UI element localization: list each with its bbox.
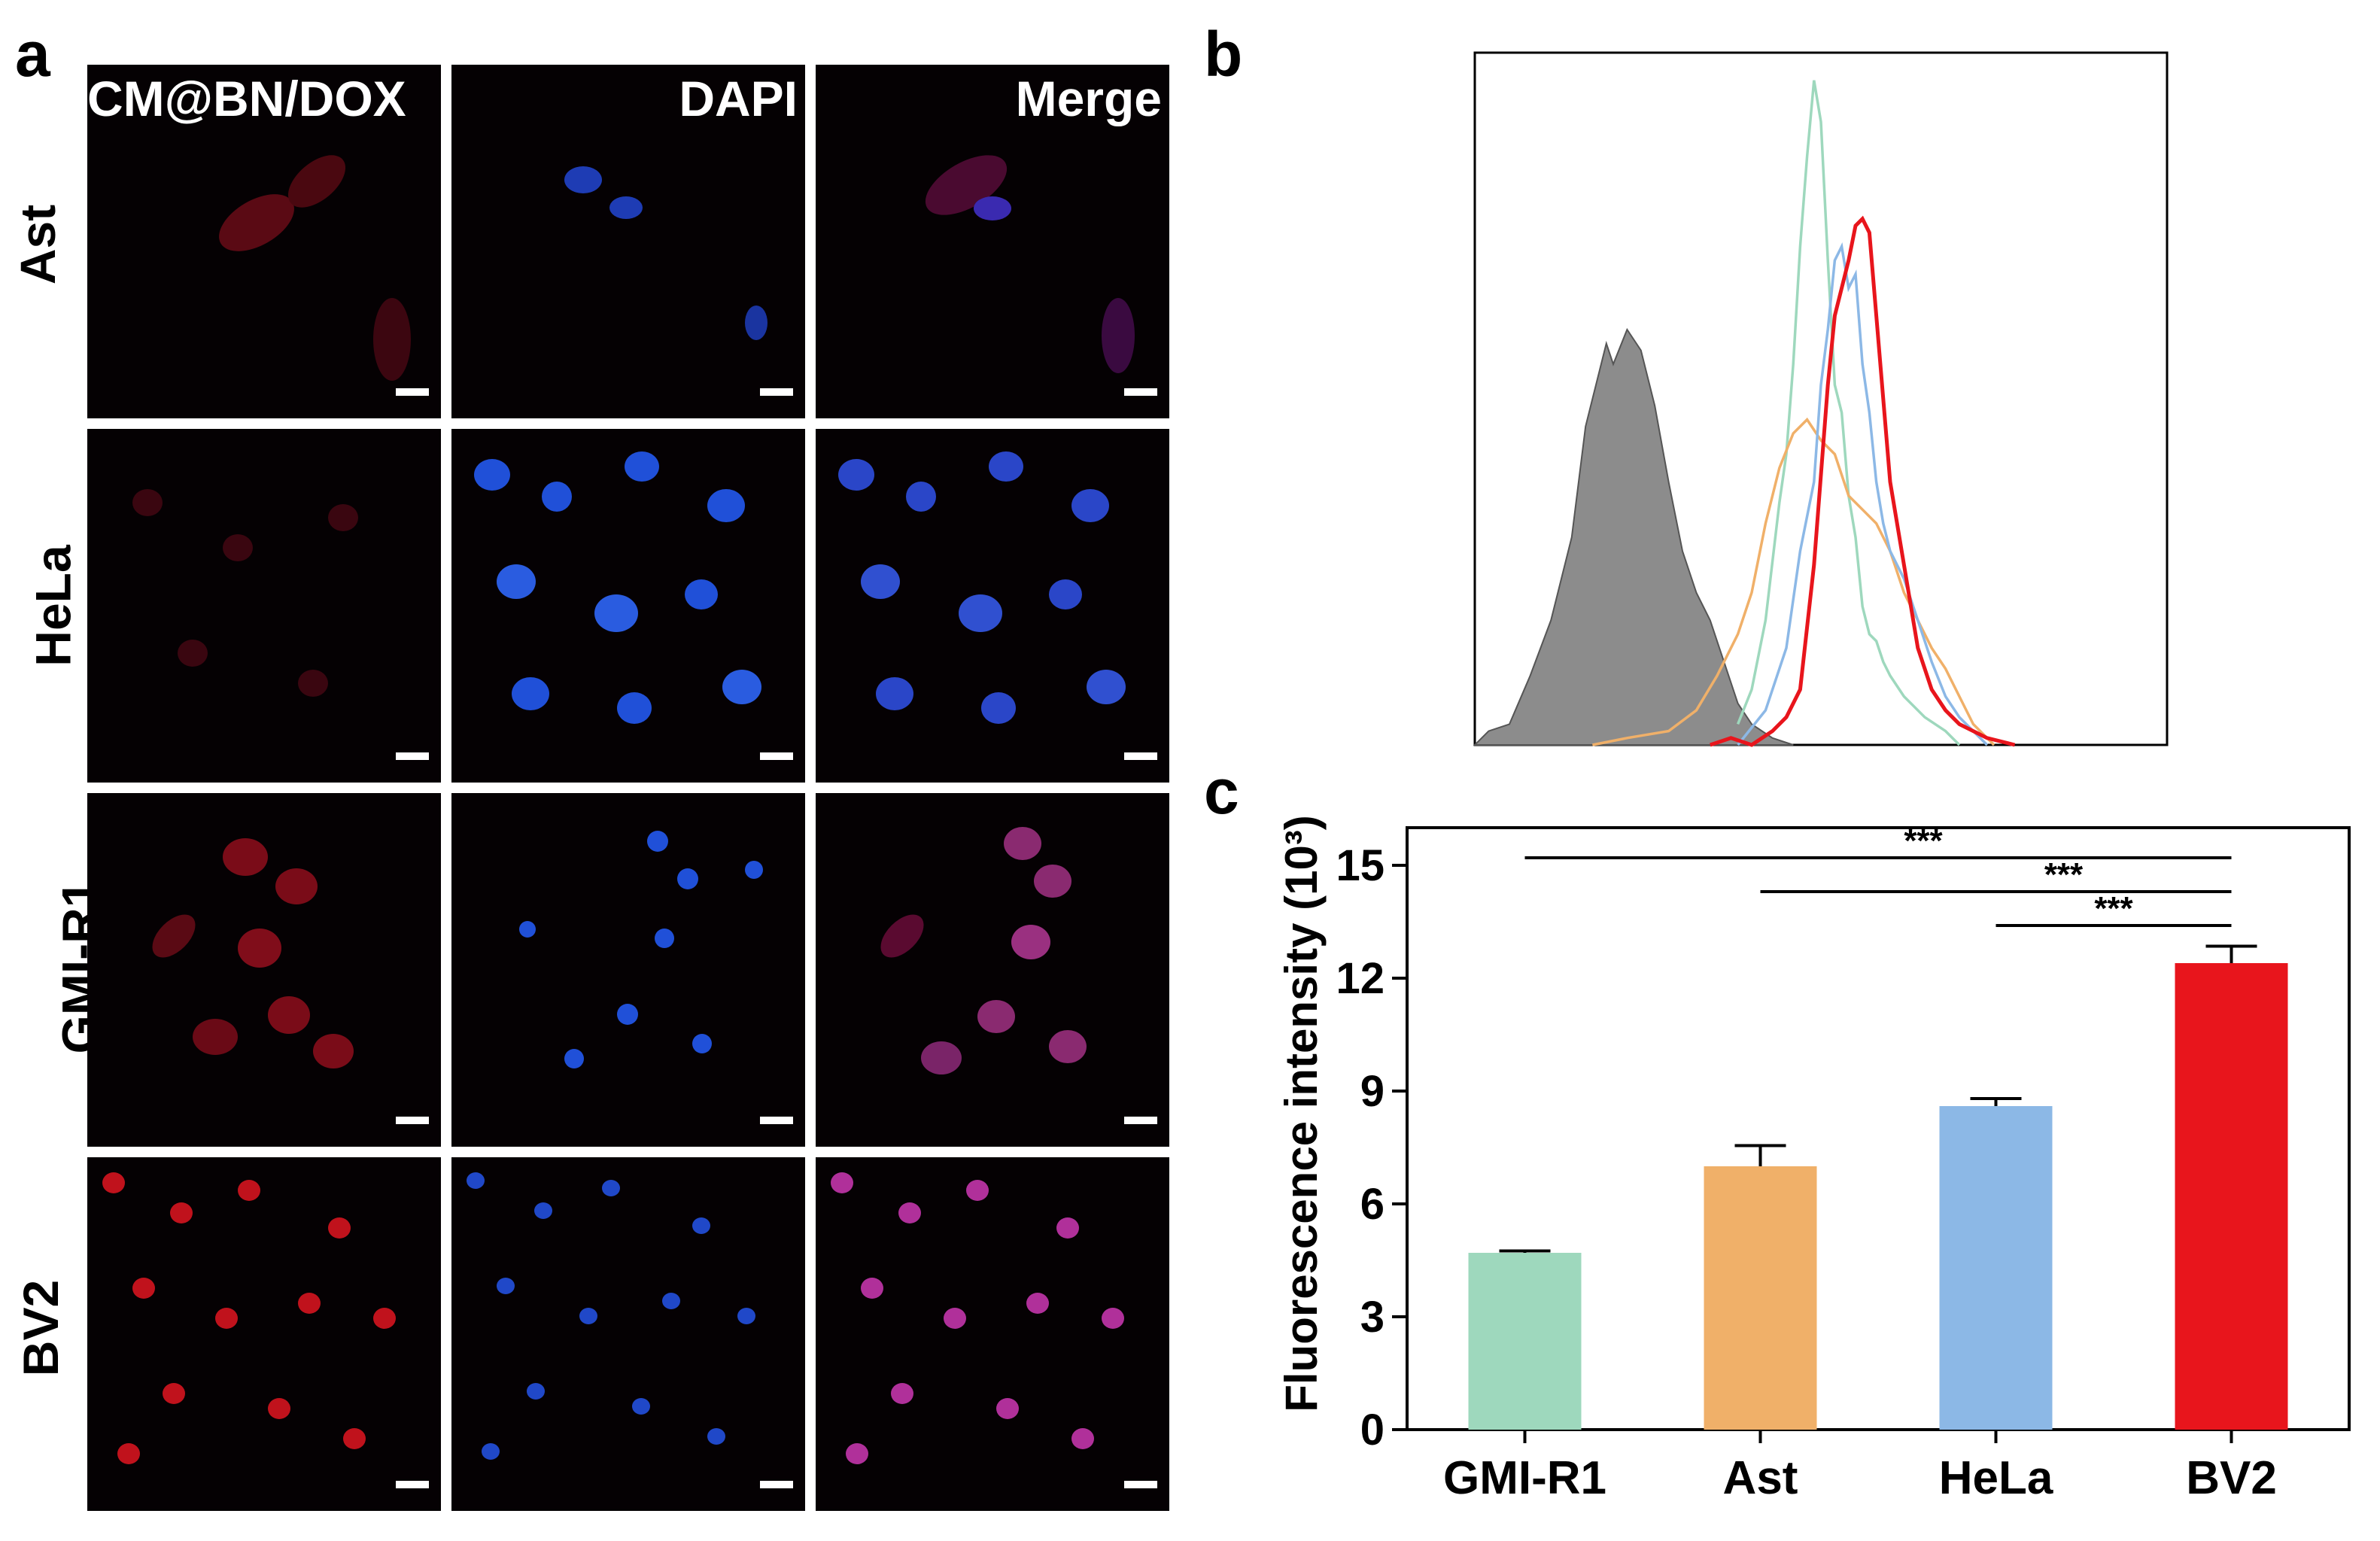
y-tick-label: 6: [1360, 1180, 1385, 1229]
plot-frame: [1406, 826, 2351, 1431]
panel-label-c: c: [1204, 756, 1239, 827]
histogram-series-gmi-r1: [1736, 80, 1961, 746]
tile-bv2-dox: [87, 1157, 441, 1511]
tile-gmi-r1-dox: [87, 793, 441, 1147]
significance-label: ***: [1904, 822, 1943, 859]
x-tick-label-gmi-r1: GMI-R1: [1443, 1452, 1606, 1504]
row-label-ast: Ast: [9, 204, 65, 285]
bar-gmi-r1: [1468, 1253, 1582, 1430]
x-tick-label-bv2: BV2: [2186, 1452, 2277, 1504]
bar-ast: [1704, 1166, 1817, 1430]
bar-bv2: [2175, 963, 2288, 1430]
y-tick-label: 12: [1336, 954, 1385, 1003]
y-tick-label: 3: [1360, 1293, 1385, 1342]
histogram-chart: [1473, 51, 2169, 747]
y-tick-label: 9: [1360, 1067, 1385, 1116]
tile-ast-merge: Merge: [816, 65, 1169, 418]
bar-chart: Fluorescence intensity (10³) 0 3 6 9 12 15 GM…: [1276, 815, 2351, 1504]
column-title-dapi: DAPI: [679, 71, 798, 126]
histogram-series-bv2: [1710, 215, 2016, 747]
tile-ast-dox: CM@BN/DOX: [87, 65, 441, 418]
tile-bv2-merge: [816, 1157, 1169, 1511]
y-axis-label: Fluorescence intensity (10³): [1276, 815, 1327, 1412]
y-tick-label: 0: [1360, 1406, 1385, 1454]
panel-label-b: b: [1204, 19, 1243, 90]
y-tick-label: 15: [1336, 841, 1385, 890]
tile-hela-dapi: [451, 429, 805, 783]
tile-hela-dox: [87, 429, 441, 783]
tile-gmi-r1-merge: [816, 793, 1169, 1147]
tile-ast-dapi: DAPI: [451, 65, 805, 418]
x-tick-label-hela: HeLa: [1939, 1452, 2053, 1504]
microscopy-grid: CM@BN/DOX DAPI Merge: [87, 65, 1169, 1512]
tile-gmi-r1-dapi: [451, 793, 805, 1147]
bar-hela: [1939, 1106, 2053, 1430]
row-label-gmi-r1: GMI-R1: [51, 880, 108, 1054]
histogram-series-ast: [1592, 417, 1995, 746]
x-tick-label-ast: Ast: [1723, 1452, 1798, 1504]
histogram-series-hela: [1737, 242, 1989, 746]
column-title-merge: Merge: [1015, 71, 1162, 126]
row-label-bv2: BV2: [13, 1279, 69, 1377]
panel-label-a: a: [15, 19, 50, 90]
significance-label: ***: [2044, 856, 2084, 893]
tile-bv2-dapi: [451, 1157, 805, 1511]
significance-label: ***: [2094, 890, 2133, 927]
tile-hela-merge: [816, 429, 1169, 783]
column-title-dox: CM@BN/DOX: [87, 71, 406, 126]
row-label-hela: HeLa: [25, 545, 81, 667]
